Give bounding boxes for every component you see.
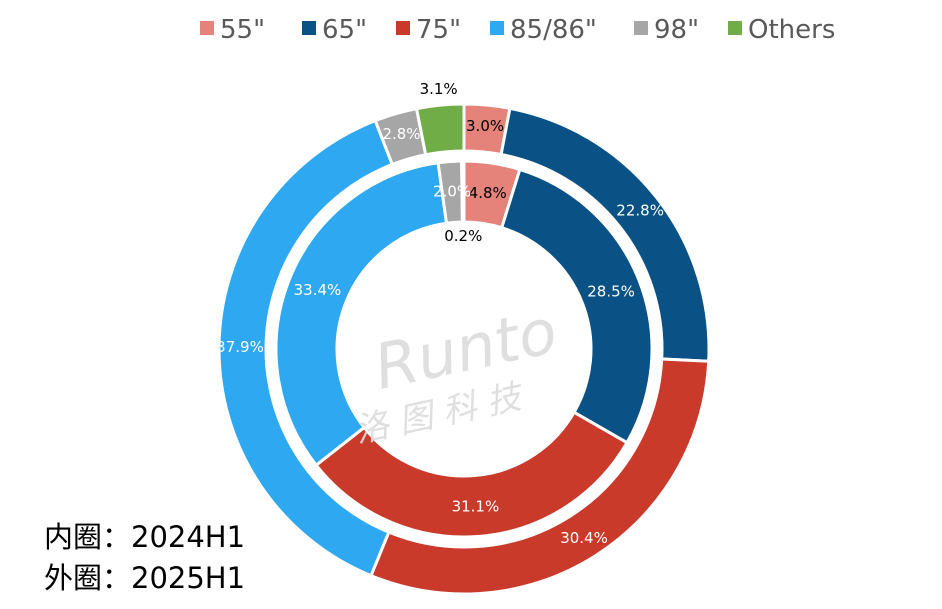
legend-swatch-5 bbox=[728, 21, 742, 35]
inner-slice-3 bbox=[274, 161, 449, 468]
legend-label-4: 98" bbox=[654, 15, 699, 45]
inner-slice-2 bbox=[314, 410, 630, 539]
inner-label-3: 33.4% bbox=[294, 281, 342, 299]
legend-swatch-4 bbox=[634, 21, 648, 35]
legend-label-0: 55" bbox=[220, 15, 265, 45]
legend-swatch-0 bbox=[200, 21, 214, 35]
legend-label-2: 75" bbox=[416, 15, 461, 45]
inner-slice-1 bbox=[499, 167, 654, 445]
inner-slice-5 bbox=[460, 159, 466, 224]
inner-label-0: 4.8% bbox=[469, 184, 507, 202]
outer-label-2: 30.4% bbox=[560, 529, 608, 547]
outer-ring-note: 外圈：2025H1 bbox=[44, 561, 246, 595]
outer-label-5: 3.1% bbox=[420, 80, 458, 98]
legend-label-5: Others bbox=[748, 15, 835, 45]
legend-label-1: 65" bbox=[322, 15, 367, 45]
inner-label-1: 28.5% bbox=[587, 282, 635, 300]
rings bbox=[217, 102, 711, 596]
outer-label-1: 22.8% bbox=[616, 202, 664, 220]
watermark: Runto 洛 图 科 技 bbox=[351, 294, 563, 451]
inner-label-2: 31.1% bbox=[452, 498, 500, 516]
data-labels: 4.8% 28.5% 31.1% 33.4% 2.0% 0.2% 3.0% 22.8% 30.4… bbox=[216, 80, 664, 547]
legend-swatch-1 bbox=[302, 21, 316, 35]
legend-swatch-3 bbox=[490, 21, 504, 35]
outer-label-0: 3.0% bbox=[466, 117, 504, 135]
outer-slice-5 bbox=[414, 102, 466, 157]
outer-label-4: 2.8% bbox=[382, 125, 420, 143]
legend-swatch-2 bbox=[396, 21, 410, 35]
inner-label-5: 0.2% bbox=[444, 227, 482, 245]
inner-ring-note: 内圈：2024H1 bbox=[44, 520, 246, 554]
legend-label-3: 85/86" bbox=[510, 15, 597, 45]
inner-label-4: 2.0% bbox=[433, 182, 471, 200]
legend: 55" 65" 75" 85/86" 98" Others bbox=[200, 15, 835, 45]
outer-label-3: 37.9% bbox=[216, 338, 264, 356]
